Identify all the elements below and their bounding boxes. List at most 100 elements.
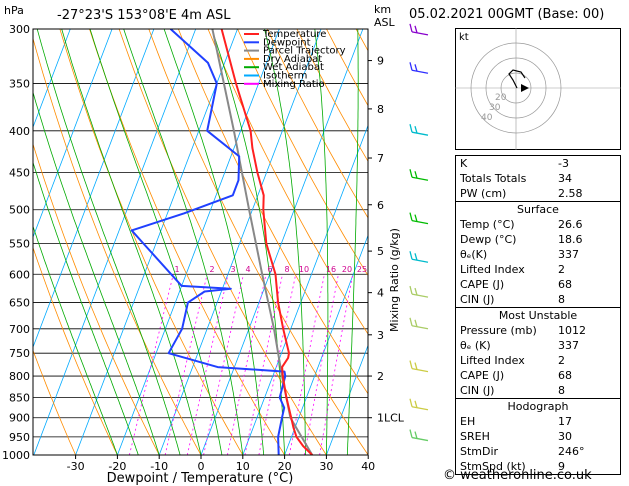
- index-label: PW (cm): [460, 187, 507, 200]
- pressure-tick-label: 500: [9, 204, 30, 217]
- pressure-tick-label: 1000: [2, 449, 30, 462]
- mixing-ratio-label: 1: [174, 265, 179, 274]
- temp-tick-label: 20: [278, 460, 292, 473]
- indices-panel: K -3 Totals Totals 34 PW (cm) 2.58 Surface Te…: [455, 155, 621, 475]
- index-row: Pressure (mb) 1012: [456, 323, 620, 338]
- mixing-ratio-label: 2: [209, 265, 214, 274]
- km-tick-label: 8: [377, 103, 384, 116]
- index-value: 68: [558, 369, 572, 382]
- mixing-ratio-label: 4: [245, 265, 250, 274]
- index-value: 2.58: [558, 187, 583, 200]
- mixing-ratio-line: [289, 274, 325, 455]
- wind-barb: [411, 436, 429, 442]
- index-label: Lifted Index: [460, 354, 525, 367]
- wind-barb-flag: [414, 171, 418, 179]
- hodograph-trace: [508, 69, 526, 89]
- wind-barb-flag: [409, 23, 413, 33]
- index-label: CAPE (J): [460, 369, 505, 382]
- wind-barb: [411, 293, 429, 298]
- wind-barb-flag: [414, 400, 418, 408]
- index-row: SREH 30: [456, 429, 620, 444]
- index-label: EH: [460, 415, 476, 428]
- isotherm-line: [33, 29, 197, 455]
- pressure-tick-label: 550: [9, 237, 30, 250]
- index-value: -3: [558, 157, 569, 170]
- wet-adiabat-line: [314, 29, 329, 455]
- dry-adiabat-line: [33, 349, 76, 455]
- datetime-label: 05.02.2021 00GMT (Base: 00): [409, 7, 605, 22]
- isotherm-line: [33, 29, 155, 349]
- pressure-tick-label: 400: [9, 125, 30, 138]
- temp-tick-label: -10: [150, 460, 168, 473]
- mixing-ratio-line: [303, 274, 339, 455]
- wet-adiabat-line: [163, 29, 265, 455]
- legend-entry: Dewpoint: [263, 37, 311, 48]
- mixing-ratio-line: [129, 274, 174, 455]
- km-tick-label: 7: [377, 152, 384, 165]
- index-label: SREH: [460, 430, 490, 443]
- index-row: PW (cm) 2.58: [456, 186, 620, 201]
- km-tick-label: 6: [377, 199, 384, 212]
- wind-barb-flag: [409, 124, 413, 133]
- wind-barb-flag: [414, 126, 418, 134]
- wind-barb-flag: [409, 317, 413, 326]
- index-value: 17: [558, 415, 572, 428]
- index-value: 18.6: [558, 233, 583, 246]
- storm-motion-marker: [521, 84, 529, 92]
- temp-tick-label: 30: [319, 460, 333, 473]
- index-label: StmDir: [460, 445, 499, 458]
- wet-adiabat-line: [264, 29, 306, 455]
- wet-adiabat-line: [123, 29, 244, 455]
- mixing-ratio-line: [319, 274, 354, 455]
- isotherm-line: [200, 29, 364, 455]
- mixing-ratio-label: 6: [267, 265, 272, 274]
- wind-barb-flag: [414, 25, 418, 34]
- wind-barb: [411, 258, 429, 263]
- index-label: θₑ(K): [460, 248, 488, 261]
- index-row: Temp (°C) 26.6: [456, 217, 620, 232]
- mixing-ratio-line: [227, 274, 267, 455]
- dry-adiabat-line: [623, 29, 629, 455]
- legend-entry: Dry Adiabat: [263, 54, 322, 65]
- legend-entry: Isotherm: [263, 71, 307, 82]
- index-row: EH 17: [456, 414, 620, 429]
- dry-adiabat-line: [33, 37, 202, 455]
- legend-entry: Temperature: [262, 29, 326, 40]
- isotherm-line: [158, 29, 322, 455]
- legend-entry: Parcel Trajectory: [263, 46, 346, 57]
- wind-barb: [411, 31, 429, 36]
- wind-barb-flag: [409, 62, 413, 71]
- index-label: Totals Totals: [460, 172, 527, 185]
- wind-barbs: [409, 23, 429, 442]
- mixing-ratio-label: 20: [342, 265, 352, 274]
- index-value: 1012: [558, 324, 586, 337]
- wind-barb-flag: [409, 398, 413, 407]
- wind-barb-flag: [409, 169, 413, 178]
- index-row: CIN (J) 8: [456, 383, 620, 398]
- pressure-tick-label: 800: [9, 370, 30, 383]
- pressure-tick-label: 700: [9, 323, 30, 336]
- index-value: 8: [558, 293, 565, 306]
- index-row: K -3: [456, 156, 620, 171]
- index-value: 34: [558, 172, 572, 185]
- isotherm-line: [33, 29, 71, 129]
- temp-tick-label: -30: [67, 460, 85, 473]
- pressure-tick-label: 300: [9, 23, 30, 36]
- index-row: θₑ (K) 337: [456, 338, 620, 353]
- index-row: CIN (J) 8: [456, 292, 620, 307]
- index-row: Totals Totals 34: [456, 171, 620, 186]
- index-label: K: [460, 157, 468, 170]
- index-value: 2: [558, 263, 565, 276]
- pressure-tick-label: 750: [9, 347, 30, 360]
- index-value: 8: [558, 384, 565, 397]
- wet-adiabat-line: [33, 161, 139, 455]
- km-tick-label: 5: [377, 245, 384, 258]
- mixing-ratio-line: [203, 274, 244, 455]
- dewpoint-line: [130, 29, 287, 455]
- pressure-tick-label: 600: [9, 268, 30, 281]
- km-tick-label: 9: [377, 55, 384, 68]
- dry-adiabat-line: [266, 29, 368, 219]
- index-value: 337: [558, 339, 579, 352]
